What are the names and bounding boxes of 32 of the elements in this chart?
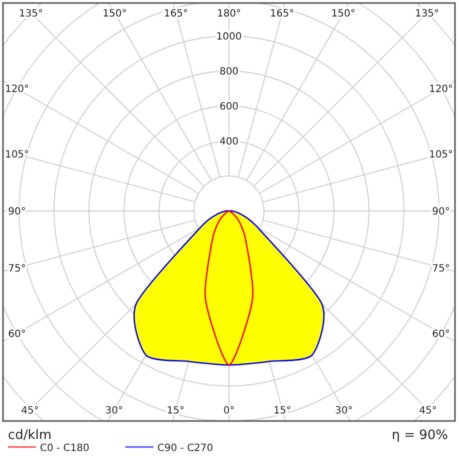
- spoke-label: 60°: [8, 328, 26, 340]
- spoke-label: 150°: [331, 8, 356, 20]
- text: η = 90%: [392, 428, 448, 443]
- y-tick-label: 800: [219, 66, 239, 78]
- spoke-label: 45°: [21, 406, 39, 416]
- spoke-label: 15°: [273, 406, 292, 416]
- legend-label: C90 - C270: [157, 443, 214, 454]
- spoke-label: 90°: [432, 206, 450, 218]
- y-tick-label: 600: [219, 102, 239, 112]
- text: cd/klm: [8, 428, 52, 443]
- spoke-label: 150°: [102, 8, 127, 20]
- spoke-label: 165°: [270, 8, 294, 20]
- spoke-label: 75°: [8, 263, 26, 274]
- spoke-label: 135°: [414, 8, 440, 20]
- spoke-label: 135°: [18, 8, 44, 20]
- spoke-label: 60°: [432, 328, 450, 340]
- spoke-label: 0°: [223, 406, 235, 416]
- spoke-label: 15°: [166, 406, 185, 416]
- spoke-label: 30°: [335, 406, 353, 416]
- spoke-label: 45°: [419, 406, 437, 416]
- spoke-label: 120°: [428, 84, 454, 96]
- legend-label: C0 - C180: [40, 443, 90, 454]
- spoke-label: 75°: [432, 263, 450, 274]
- spoke-label: 105°: [4, 150, 30, 161]
- spoke-label: 30°: [105, 406, 123, 416]
- spoke-label: 165°: [164, 8, 188, 20]
- spoke-label: 120°: [4, 84, 30, 96]
- spoke-label: 90°: [8, 206, 26, 218]
- y-tick-label: 400: [219, 136, 239, 148]
- spoke-label: 180°: [216, 8, 242, 20]
- y-tick-label: 1000: [216, 32, 242, 42]
- spoke-label: 105°: [428, 150, 454, 161]
